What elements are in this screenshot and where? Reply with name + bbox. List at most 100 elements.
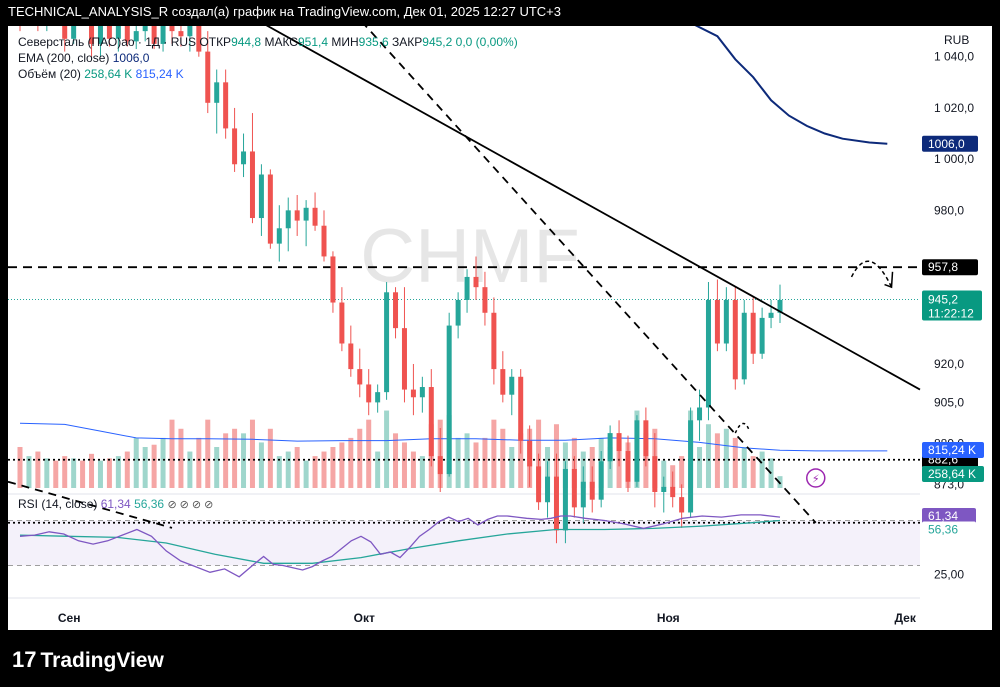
volume-bar [679,456,685,488]
candle-body [562,468,568,531]
candle-body [71,26,77,39]
volume-bar [133,437,139,488]
rsi-price-label-bg [922,508,976,524]
volume-bar [697,447,703,488]
rsi-ma-price-label-bg [922,521,976,538]
legend-ema-label[interactable]: EMA (200, close) [18,51,110,65]
volume-bar [303,460,309,488]
volume-bar [89,453,95,488]
volume-bar [187,451,193,488]
rsi-legend-label[interactable]: RSI (14, close) [18,497,98,511]
ema-price-label-bg [922,135,978,152]
ema-price-label: 1006,0 [928,137,965,151]
volume-bar [384,410,390,488]
volume-bar [214,447,220,488]
chart-legend: Северсталь (ПАО)ао · 1Д · RUS ОТКР944,8 … [18,34,518,82]
candle-body [482,287,488,313]
legend-symbol[interactable]: Северсталь (ПАО)ао · 1Д · RUS [18,35,197,49]
rsi-band-fill [8,520,920,566]
bar-countdown: 11:22:12 [928,306,974,320]
candle-body [723,299,729,344]
visibility-icons[interactable]: ⊘⊘⊘⊘ [167,499,217,511]
volume-bar [661,460,667,488]
candle-body [464,276,470,300]
chart-panel[interactable]: CHMF ⚡ RUB 1 040,0 1 020,0 1 000,0 980,0 920,0 9… [8,26,992,630]
volume-bar [500,428,506,488]
volume-bar [750,456,756,488]
rsi-axis-tick: 25,00 [934,568,964,582]
candle-body [509,376,515,395]
candle-body [241,151,247,165]
volume-bar [62,456,68,488]
candle-body [214,82,220,103]
resistance-price-label-bg [922,259,978,276]
candle-body [384,292,390,393]
price-axis-tick: 920,0 [934,357,964,371]
candle-body [232,128,238,165]
volume-bar [142,447,148,488]
candle-body [759,317,765,354]
legend-change: 0,0 (0,00%) [455,35,518,49]
candle-body [705,299,711,408]
volume-bar [160,437,166,488]
candle-body [249,151,255,219]
volume-bar [339,442,345,488]
candle-body [750,312,756,354]
tradingview-logo-icon: 17 [12,647,37,672]
chart-canvas[interactable]: CHMF ⚡ RUB 1 040,0 1 020,0 1 000,0 980,0 920,0 9… [8,26,992,630]
rsi-ma-price-label: 56,36 [928,523,958,537]
volume-bar [518,433,524,488]
projection-arrow-head [884,271,894,289]
volume-bar [375,451,381,488]
projection-arrow [850,260,893,288]
volume-bar [321,451,327,488]
candle-body [679,497,685,513]
volume-bar [249,419,255,488]
candle-body [428,387,434,457]
candle-body [294,210,300,221]
volume-bar [53,460,59,488]
candle-body [455,299,461,326]
volume-bar [732,437,738,488]
candle-body [142,26,148,32]
volume-bar [106,458,112,488]
candle-body [545,476,551,503]
volume-bar [410,451,416,488]
candle-body [160,26,166,44]
candle-body [267,174,273,244]
candle-body [285,210,291,229]
volume-bar [115,456,121,488]
candle-body [62,26,68,39]
volume-price-label-bg [922,466,984,482]
volume-bar [393,433,399,488]
candle-body [124,26,130,42]
volume-bar [26,456,32,488]
volume-bar [169,419,175,488]
candle-body [330,256,336,303]
candle-body [580,481,586,508]
alert-icon [806,468,826,488]
candle-body [303,207,309,221]
legend-high: 951,4 [297,35,329,49]
volume-bar [357,428,363,488]
candle-body [741,312,747,380]
volume-bar [35,451,41,488]
volume-bar [124,451,130,488]
candle-body [473,276,479,288]
volume-ma-price-label: 815,24 K [928,443,976,457]
legend-low-label: МИН [331,35,359,49]
trendline-dashed-channel [364,26,817,524]
volume-bar [366,419,372,488]
candle-body [401,328,407,390]
candle-body [652,456,658,492]
legend-volume-label[interactable]: Объём (20) [18,67,81,81]
time-axis-label: Сен [58,611,81,625]
candle-body [589,481,595,500]
candle-body [643,420,649,457]
volume-bar [482,437,488,488]
legend-low: 935,6 [358,35,389,49]
candle-body [205,51,211,103]
candle-body [670,486,676,498]
volume-bar [285,451,291,488]
legend-high-label: МАКС [264,35,298,49]
